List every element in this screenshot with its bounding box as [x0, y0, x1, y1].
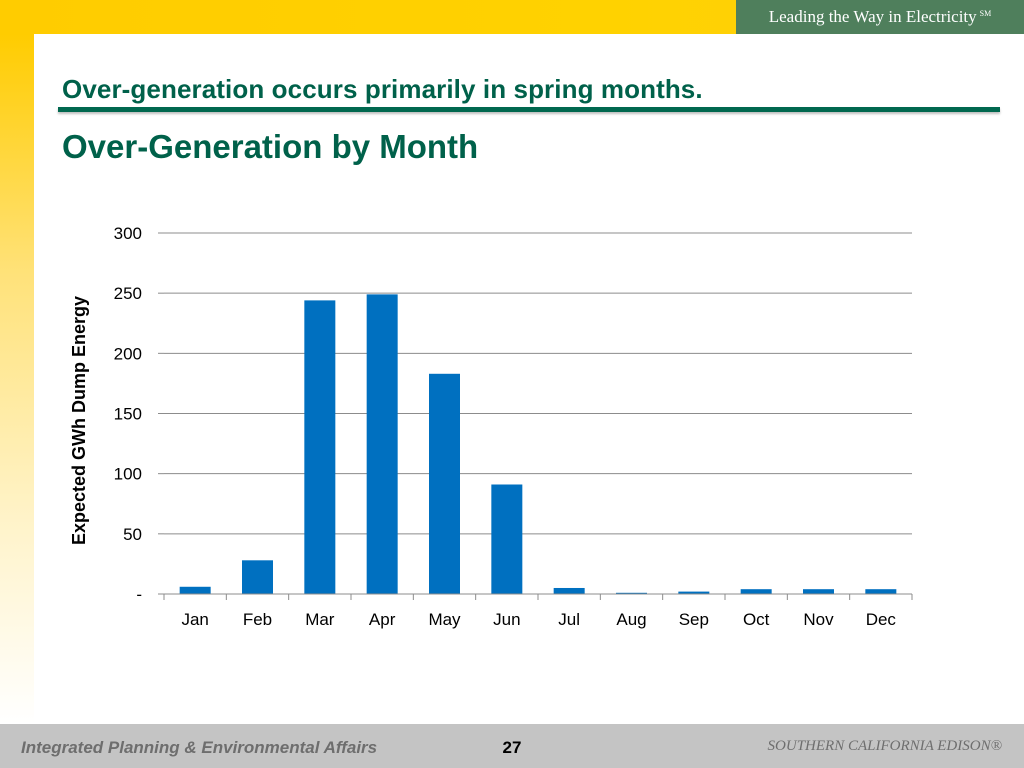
left-band: [0, 34, 34, 724]
bar-aug: [616, 592, 647, 594]
x-tick-label: Jan: [181, 610, 208, 629]
x-tick-label: Feb: [243, 610, 272, 629]
x-axis-ticks: Jan Feb Mar Apr May Jun Jul Aug Sep Oct Nov Dec: [163, 594, 913, 629]
x-tick-label: Sep: [679, 610, 709, 629]
footer-bar: [0, 724, 1024, 768]
y-tick-label: 200: [114, 344, 142, 363]
bar-nov: [803, 589, 834, 594]
tagline: Leading the Way in Electricity SM: [736, 0, 1024, 34]
x-tick-label: Jul: [558, 610, 580, 629]
x-tick-label: May: [428, 610, 461, 629]
x-tick-label: Oct: [743, 610, 770, 629]
x-tick-label: Aug: [616, 610, 646, 629]
bar-chart: - 50 100 150 200 250 300 Jan Feb Mar Apr May Jun Jul…: [69, 224, 913, 629]
bar-mar: [304, 300, 336, 594]
headline-rule: [58, 107, 1000, 112]
x-tick-label: Apr: [369, 610, 396, 629]
chart-title: Over-Generation by Month: [62, 128, 479, 165]
bar-dec: [865, 589, 897, 594]
y-tick-label: 100: [114, 465, 142, 484]
page-number: 27: [502, 738, 522, 757]
footer-department: Integrated Planning & Environmental Affa…: [21, 738, 378, 757]
y-tick-label: 250: [114, 284, 142, 303]
x-tick-label: Nov: [803, 610, 834, 629]
x-tick-label: Mar: [305, 610, 335, 629]
y-axis-ticks: - 50 100 150 200 250 300: [114, 224, 142, 604]
slide-headline: Over-generation occurs primarily in spri…: [62, 74, 703, 104]
bar-jul: [553, 587, 585, 594]
x-tick-label: Dec: [866, 610, 897, 629]
gridlines: [158, 232, 912, 595]
bar-oct: [740, 589, 772, 594]
bar-feb: [242, 560, 273, 594]
footer-company: SOUTHERN CALIFORNIA EDISON®: [767, 738, 1002, 754]
service-mark: SM: [979, 8, 992, 18]
bar-apr: [366, 294, 398, 594]
bar-jun: [491, 484, 523, 594]
bars: [179, 294, 897, 594]
y-tick-label: -: [136, 585, 142, 604]
tagline-text: Leading the Way in Electricity: [768, 7, 977, 26]
bar-jan: [179, 586, 211, 594]
y-tick-label: 150: [114, 405, 142, 424]
bar-sep: [678, 591, 710, 594]
x-tick-label: Jun: [493, 610, 520, 629]
y-tick-label: 300: [114, 224, 142, 243]
y-axis-label: Expected GWh Dump Energy: [69, 296, 89, 545]
bar-may: [429, 373, 460, 594]
y-tick-label: 50: [123, 525, 142, 544]
